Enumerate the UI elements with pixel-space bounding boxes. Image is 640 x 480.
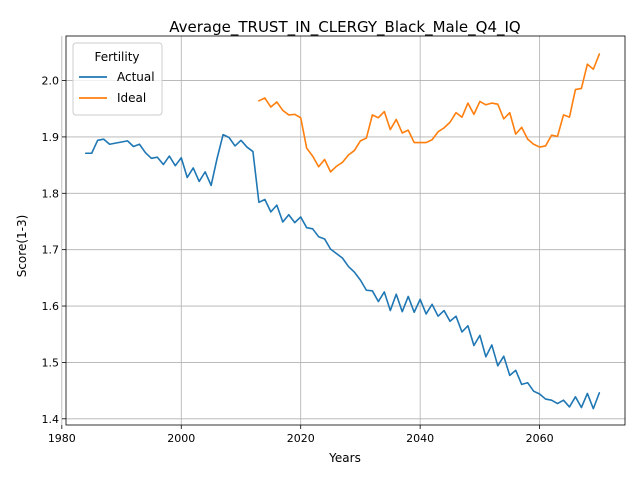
series-line-ideal: [258, 53, 601, 173]
legend-label-actual: Actual: [117, 70, 155, 84]
series-layer: [84, 53, 601, 410]
y-tick-label: 2.0: [42, 75, 60, 88]
x-tick-label: 2060: [526, 432, 554, 445]
y-axis-label: Score(1-3): [15, 215, 29, 278]
x-tick-label: 2000: [167, 432, 195, 445]
y-tick-label: 1.6: [42, 300, 60, 313]
plot-frame: [65, 35, 626, 426]
x-axis-label: Years: [328, 451, 361, 465]
legend-label-ideal: Ideal: [117, 91, 146, 105]
legend: Fertility Actual Ideal: [72, 42, 163, 116]
chart-title: Average_TRUST_IN_CLERGY_Black_Male_Q4_IQ: [169, 18, 520, 37]
x-tick-label: 1980: [48, 432, 76, 445]
grid-lines: [61, 36, 625, 425]
x-axis-ticks: 1980 2000 2020 2040 2060: [48, 425, 554, 445]
legend-box: [72, 42, 163, 116]
y-tick-label: 1.9: [42, 131, 60, 144]
x-tick-label: 2040: [406, 432, 434, 445]
y-tick-label: 1.5: [42, 356, 60, 369]
series-line-actual: [84, 133, 601, 410]
y-tick-label: 1.4: [42, 413, 60, 426]
y-axis-ticks: 1.4 1.5 1.6 1.7 1.8 1.9 2.0: [42, 75, 66, 426]
legend-title: Fertility: [94, 50, 139, 64]
y-tick-label: 1.7: [42, 244, 60, 257]
y-tick-label: 1.8: [42, 187, 60, 200]
x-tick-label: 2020: [287, 432, 315, 445]
